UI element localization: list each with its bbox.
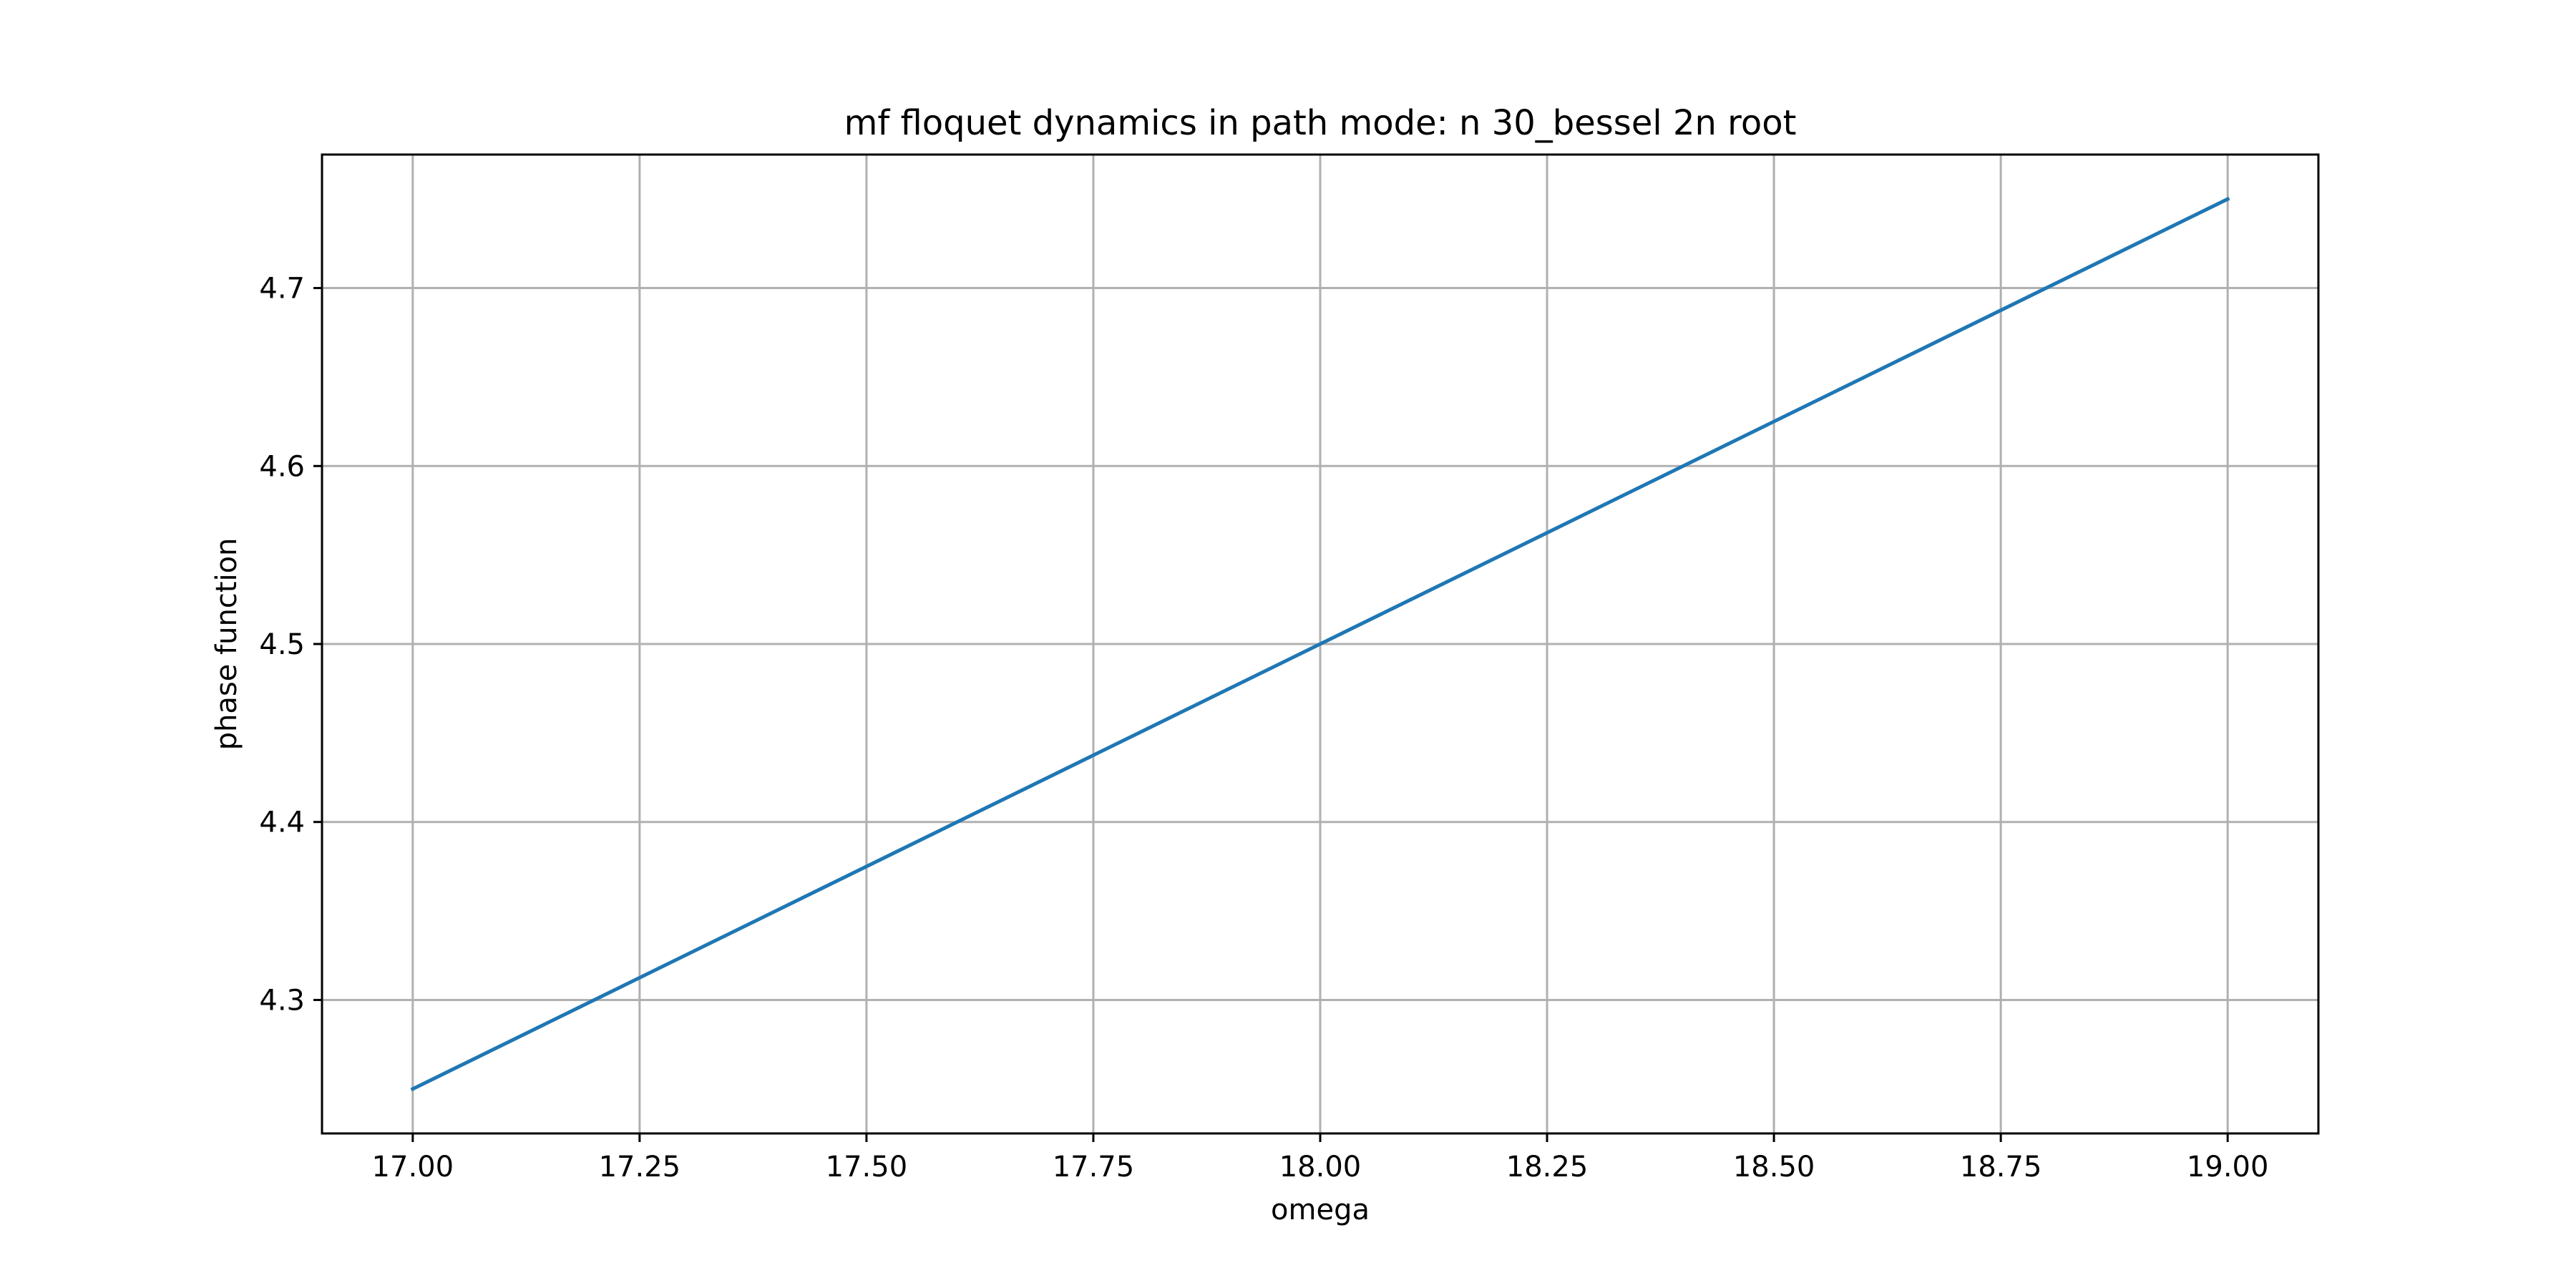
y-tick-label: 4.6 [259, 450, 305, 483]
x-tick-label: 17.50 [826, 1151, 908, 1184]
y-tick-label: 4.7 [259, 273, 305, 306]
x-tick-label: 18.50 [1733, 1151, 1815, 1184]
x-tick-label: 19.00 [2187, 1151, 2269, 1184]
x-tick-label: 18.00 [1279, 1151, 1362, 1184]
x-tick-label: 17.25 [599, 1151, 681, 1184]
series-line-0 [410, 196, 2230, 1092]
x-tick-label: 18.75 [1960, 1151, 2042, 1184]
x-axis-label: omega [1271, 1194, 1370, 1226]
y-axis-label: phase function [210, 538, 243, 751]
x-tick-label: 18.25 [1506, 1151, 1589, 1184]
x-tick-label: 17.00 [372, 1151, 454, 1184]
y-tick-label: 4.4 [259, 806, 305, 839]
x-tick-label: 17.75 [1053, 1151, 1135, 1184]
y-tick-label: 4.5 [259, 628, 305, 661]
chart-title: mf floquet dynamics in path mode: n 30_b… [844, 103, 1797, 143]
y-tick-label: 4.3 [259, 984, 305, 1017]
x-axis-ticks: 17.00 17.25 17.50 17.75 18.00 18.25 18.50 18.75… [372, 1133, 2269, 1184]
series-layer [410, 196, 2230, 1092]
y-axis-ticks: 4.3 4.4 4.5 4.6 4.7 [259, 273, 322, 1017]
